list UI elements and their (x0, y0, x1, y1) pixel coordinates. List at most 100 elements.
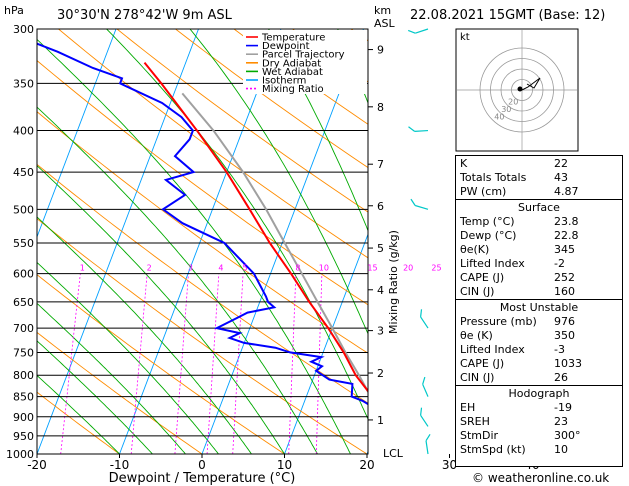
index-value: 300° (554, 429, 581, 442)
mixing-ratio-line (206, 273, 220, 454)
hpa-label: hPa (4, 4, 24, 17)
km-tick-label: 5 (377, 242, 384, 255)
x-tick-label: 20 (359, 458, 374, 472)
index-value: 4.87 (554, 185, 579, 198)
most-unstable-section: Most Unstable Pressure (mb) 976 θe (K) 350 L… (456, 299, 622, 385)
index-label: SREH (460, 415, 490, 428)
index-label: Pressure (mb) (460, 315, 537, 328)
index-label: CIN (J) (460, 285, 495, 298)
mixing-ratio-label: 8 (295, 264, 300, 273)
wind-barb (420, 309, 429, 329)
indices-top: K 22 Totals Totals 43 PW (cm) 4.87 (456, 156, 622, 199)
mixing-ratio-axis-label: Mixing Ratio (g/kg) (387, 230, 400, 334)
legend-label: Isotherm (262, 76, 306, 87)
parcel-trajectory-line (181, 92, 368, 394)
x-tick-label: 10 (277, 458, 292, 472)
x-tick-label: 0 (198, 458, 206, 472)
index-value: 23 (554, 415, 568, 428)
index-value: -3 (554, 343, 565, 356)
km-tick-label: 3 (377, 325, 384, 338)
mixing-ratio-label: 4 (218, 264, 223, 273)
legend-label: Temperature (261, 33, 325, 44)
km-tick-label: 6 (377, 200, 384, 213)
index-row: StmSpd (kt) 10 (456, 443, 622, 457)
index-label: StmDir (460, 429, 499, 442)
index-label: Dewp (°C) (460, 229, 517, 242)
index-row: EH -19 (456, 401, 622, 415)
index-label: CAPE (J) (460, 271, 505, 284)
index-value: 350 (554, 329, 575, 342)
wind-barb (407, 28, 429, 34)
index-row: CIN (J) 160 (456, 285, 622, 299)
asl-label: ASL (374, 17, 396, 30)
datetime-title: 22.08.2021 15GMT (Base: 12) (410, 8, 606, 23)
index-value: 23.8 (554, 215, 579, 228)
pressure-tick-label: 350 (13, 77, 34, 90)
index-value: 345 (554, 243, 575, 256)
index-label: CIN (J) (460, 371, 495, 384)
index-label: Lifted Index (460, 343, 525, 356)
pressure-tick-label: 800 (13, 369, 34, 382)
index-label: K (460, 157, 468, 170)
index-row: PW (cm) 4.87 (456, 185, 622, 199)
lcl-label: LCL (383, 447, 404, 460)
credit-text: © weatheronline.co.uk (472, 471, 610, 485)
dry-adiabat-line (37, 391, 120, 454)
index-row: CIN (J) 26 (456, 371, 622, 385)
legend-label: Dry Adiabat (262, 58, 321, 69)
indices-panel: K 22 Totals Totals 43 PW (cm) 4.87 Surface Te… (455, 155, 623, 467)
wet-adiabat-line (37, 216, 252, 454)
index-value: 10 (554, 443, 568, 456)
mixing-ratio-line (174, 273, 189, 454)
pressure-tick-label: 450 (13, 166, 34, 179)
location-title: 30°30'N 278°42'W 9m ASL (57, 8, 232, 23)
wind-barb (408, 126, 429, 132)
index-row: StmDir 300° (456, 429, 622, 443)
wind-barb (422, 376, 429, 397)
index-value: 22.8 (554, 229, 579, 242)
index-label: Totals Totals (460, 171, 527, 184)
index-label: Temp (°C) (460, 215, 515, 228)
pressure-tick-label: 500 (13, 203, 34, 216)
x-axis-label: Dewpoint / Temperature (°C) (109, 471, 296, 486)
index-row: K 22 (456, 157, 622, 171)
hodograph-kt-label: kt (460, 32, 470, 43)
most-unstable-title: Most Unstable (499, 301, 579, 314)
index-label: θe (K) (460, 329, 493, 342)
x-tick-label: -20 (27, 458, 47, 472)
x-tick-label: 30 (442, 458, 457, 472)
pressure-tick-label: 650 (13, 296, 34, 309)
surface-section: Surface Temp (°C) 23.8 Dewp (°C) 22.8 θe(K) 3… (456, 199, 622, 299)
mixing-ratio-label: 5 (243, 264, 248, 273)
dewpoint-line (37, 42, 368, 406)
index-row: θe(K) 345 (456, 243, 622, 257)
km-tick-label: 2 (377, 367, 384, 380)
km-tick-label: 8 (377, 101, 384, 114)
km-tick-label: 1 (377, 414, 384, 427)
dry-adiabat-line (175, 29, 368, 169)
pressure-tick-label: 600 (13, 268, 34, 281)
hodograph-ring-label: 20 (508, 98, 518, 107)
wet-adiabat-line (37, 340, 153, 454)
wind-barb (425, 433, 431, 455)
index-row: CAPE (J) 1033 (456, 357, 622, 371)
hodograph-trace (521, 77, 541, 91)
index-row: Lifted Index -2 (456, 257, 622, 271)
index-label: EH (460, 401, 476, 414)
dry-adiabat-line (116, 29, 368, 213)
pressure-tick-label: 950 (13, 430, 34, 443)
index-label: θe(K) (460, 243, 490, 256)
km-tick-label: 9 (377, 44, 384, 57)
hodograph-ring-label: 40 (494, 112, 504, 121)
mixing-ratio-label: 3 (188, 264, 193, 273)
pressure-tick-label: 850 (13, 391, 34, 404)
index-row: Totals Totals 43 (456, 171, 622, 185)
mixing-ratio-label: 25 (431, 264, 441, 273)
index-label: StmSpd (kt) (460, 443, 526, 456)
pressure-tick-label: 1000 (6, 448, 34, 461)
isotherm-line (284, 232, 368, 454)
mixing-ratio-label: 15 (367, 264, 377, 273)
isotherm-line (37, 29, 199, 454)
km-tick-label: 7 (377, 158, 384, 171)
isotherm-line (37, 29, 117, 239)
